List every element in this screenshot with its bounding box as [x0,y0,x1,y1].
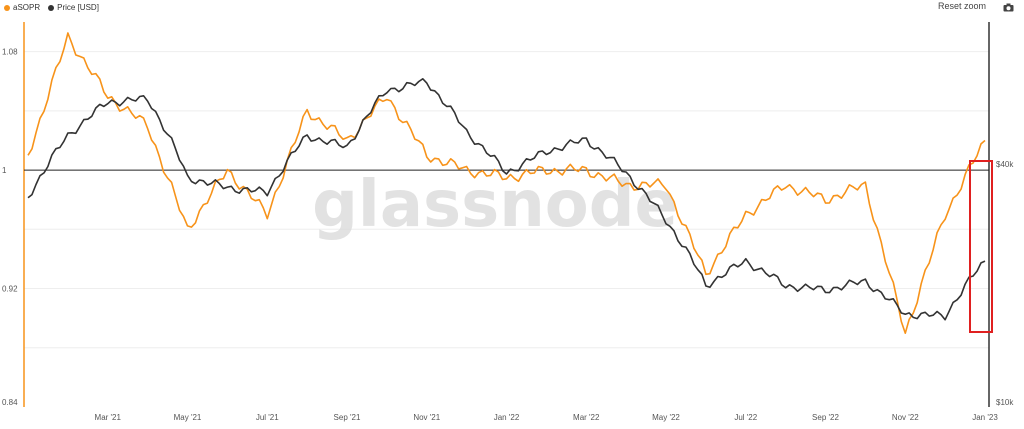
x-tick-label: Mar '22 [573,413,600,422]
price-point [346,147,348,149]
x-tick-label: May '21 [174,413,202,422]
asopr-point [825,199,827,201]
price-point [386,89,388,91]
price-point [227,187,229,189]
legend-label-price: Price [USD] [57,3,99,12]
price-point [266,192,268,194]
price-point [466,131,468,133]
asopr-point [785,184,787,186]
x-tick-label: Jul '22 [734,413,757,422]
price-point [546,151,548,153]
legend-item-price[interactable]: Price [USD] [48,3,99,12]
asopr-point [585,169,587,171]
right-tick-label: $10k [996,398,1014,407]
price-point [585,139,587,141]
price-point [27,197,29,199]
legend-swatch-price [48,4,55,11]
price-point [944,315,946,317]
price-point [107,101,109,103]
x-tick-label: Jul '21 [256,413,279,422]
legend-swatch-asopr [4,4,10,11]
watermark: glassnode [312,168,678,242]
x-tick-label: Sep '22 [812,413,839,422]
x-tick-label: May '22 [652,413,680,422]
asopr-point [625,184,627,186]
asopr-point [984,140,986,142]
x-tick-label: Nov '22 [892,413,919,422]
asopr-point [147,125,149,127]
left-tick-label: 1 [2,166,7,175]
price-point [984,260,986,262]
price-point [904,313,906,315]
x-tick-label: Mar '21 [95,413,122,422]
price-point [665,220,667,222]
asopr-point [665,184,667,186]
asopr-point [227,169,229,171]
asopr-point [865,184,867,186]
price-point [67,135,69,137]
left-tick-label: 0.84 [2,398,18,407]
asopr-point [745,214,747,216]
camera-icon[interactable] [1003,3,1014,12]
x-tick-label: Nov '21 [413,413,440,422]
asopr-point [944,214,946,216]
right-tick-label: $40k [996,160,1014,169]
asopr-point [386,95,388,97]
reset-zoom-button[interactable]: Reset zoom [938,1,987,11]
asopr-point [346,140,348,142]
asopr-point [107,95,109,97]
price-point [187,177,189,179]
left-tick-label: 0.92 [2,285,18,294]
price-point [785,285,787,287]
legend-label-asopr: aSOPR [13,3,41,12]
left-tick-label: 1.08 [2,48,18,57]
legend: aSOPR Price [USD] [4,3,99,12]
asopr-point [546,169,548,171]
price-point [865,280,867,282]
price-point [426,81,428,83]
asopr-point [426,154,428,156]
price-point [506,172,508,174]
price-point [825,289,827,291]
asopr-point [506,177,508,179]
series-line-price [27,78,986,321]
price-point [705,285,707,287]
asopr-point [266,214,268,216]
asopr-point [466,169,468,171]
price-point [745,260,747,262]
asopr-point [306,110,308,112]
asopr-point [67,36,69,38]
asopr-point [904,332,906,334]
price-point [147,98,149,100]
asopr-point [705,273,707,275]
x-tick-label: Sep '21 [334,413,361,422]
legend-item-asopr[interactable]: aSOPR [4,3,40,12]
asopr-point [187,229,189,231]
asopr-point [27,154,29,156]
price-point [625,172,627,174]
highlight-box [969,160,993,333]
x-tick-label: Jan '22 [494,413,520,422]
series-line-asopr [27,32,986,334]
x-tick-label: Jan '23 [972,413,998,422]
price-point [306,135,308,137]
